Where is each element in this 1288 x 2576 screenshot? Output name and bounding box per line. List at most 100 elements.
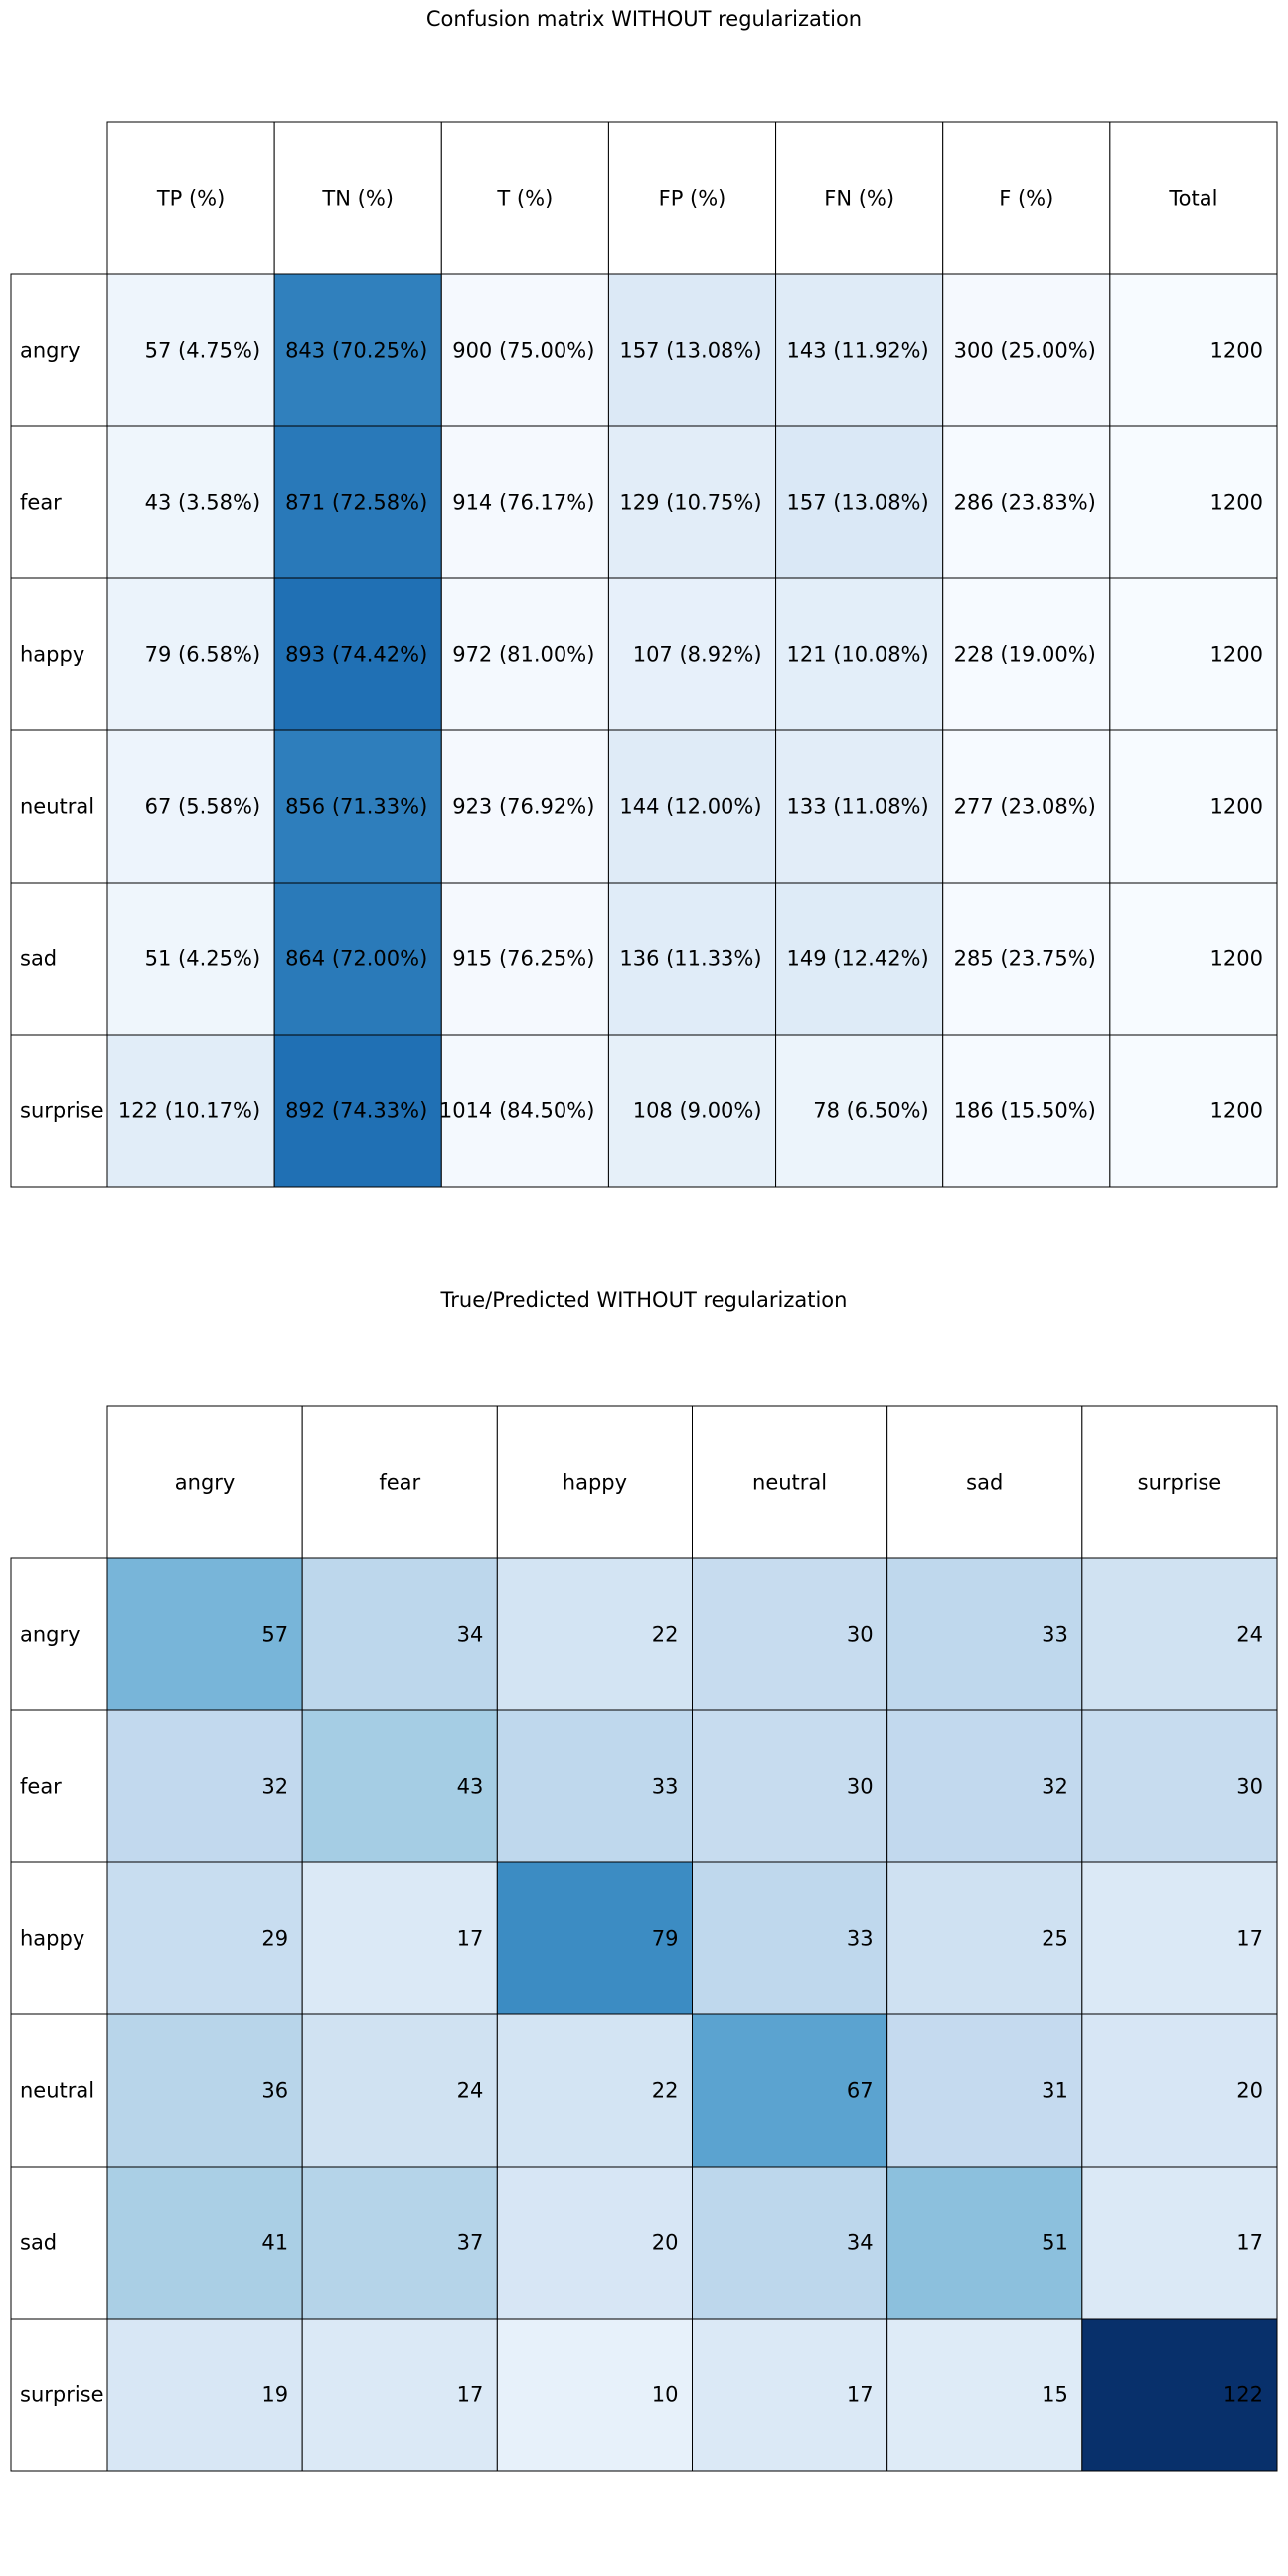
column-header-label: TN (%)	[321, 187, 394, 211]
data-cell	[775, 425, 944, 579]
cell-value: 286 (23.83%)	[954, 491, 1096, 515]
cell-value: 22	[652, 2079, 679, 2103]
chart-title: True/Predicted WITHOUT regularization	[440, 1288, 848, 1312]
cell-value: 1014 (84.50%)	[439, 1099, 595, 1123]
data-cell	[1081, 2013, 1278, 2168]
cell-value: 149 (12.42%)	[786, 947, 928, 971]
data-cell	[692, 2013, 888, 2168]
cell-value: 136 (11.33%)	[619, 947, 761, 971]
column-header-label: surprise	[1138, 1471, 1222, 1495]
data-cell	[106, 1034, 275, 1188]
cell-value: 79 (6.58%)	[145, 643, 261, 667]
data-cell	[1081, 1557, 1278, 1711]
row-header-label: happy	[20, 643, 84, 667]
row-header-label: surprise	[20, 2383, 104, 2407]
cell-value: 892 (74.33%)	[285, 1099, 427, 1123]
confusion-matrix-heatmap: True/Predicted WITHOUT regularization ang…	[10, 1288, 1278, 2472]
data-cell	[496, 2318, 694, 2472]
cell-value: 1200	[1210, 1099, 1263, 1123]
row-header-label: surprise	[20, 1099, 104, 1123]
row-header-label: neutral	[20, 795, 94, 819]
cell-value: 36	[261, 2079, 288, 2103]
cell-value: 1200	[1210, 643, 1263, 667]
data-cell	[1109, 577, 1278, 731]
data-cell	[607, 273, 777, 427]
data-cell	[886, 1557, 1083, 1711]
data-cell	[1081, 1709, 1278, 1863]
data-cell	[942, 729, 1111, 884]
data-cell	[1081, 2166, 1278, 2320]
cell-value: 108 (9.00%)	[633, 1099, 762, 1123]
row-header-label: neutral	[20, 2079, 94, 2103]
column-header-label: FP (%)	[659, 187, 726, 211]
data-cell	[301, 1709, 498, 1863]
data-cell	[775, 882, 944, 1036]
data-cell	[692, 1557, 888, 1711]
data-cell	[301, 1861, 498, 2015]
cell-value: 900 (75.00%)	[452, 339, 594, 363]
data-cell	[1081, 2318, 1278, 2472]
row-header-cell	[10, 2318, 108, 2472]
cell-value: 285 (23.75%)	[954, 947, 1096, 971]
cell-value: 22	[652, 1623, 679, 1647]
column-header-label: angry	[175, 1471, 236, 1495]
data-cell	[692, 1709, 888, 1863]
column-header-label: neutral	[752, 1471, 827, 1495]
cell-value: 972 (81.00%)	[452, 643, 594, 667]
column-header-cell	[301, 1405, 498, 1559]
data-cell	[273, 729, 442, 884]
cell-value: 856 (71.33%)	[285, 795, 427, 819]
data-cell	[1109, 425, 1278, 579]
cell-value: 30	[847, 1623, 874, 1647]
data-cell	[942, 425, 1111, 579]
cell-value: 57	[261, 1623, 288, 1647]
data-cell	[301, 2166, 498, 2320]
column-header-cell	[775, 121, 944, 275]
cell-value: 1200	[1210, 795, 1263, 819]
cell-value: 17	[457, 2383, 484, 2407]
data-cell	[1109, 729, 1278, 884]
data-cell	[106, 2166, 303, 2320]
row-header-cell	[10, 1034, 108, 1188]
data-cell	[1081, 1861, 1278, 2015]
cell-value: 17	[1236, 2231, 1263, 2255]
data-cell	[607, 882, 777, 1036]
data-cell	[273, 273, 442, 427]
data-cell	[440, 729, 609, 884]
cell-value: 78 (6.50%)	[813, 1099, 929, 1123]
data-cell	[1109, 882, 1278, 1036]
cell-value: 43 (3.58%)	[145, 491, 261, 515]
data-cell	[942, 1034, 1111, 1188]
cell-value: 33	[652, 1775, 679, 1799]
cell-value: 24	[1236, 1623, 1263, 1647]
cell-value: 228 (19.00%)	[954, 643, 1096, 667]
cell-value: 43	[457, 1775, 484, 1799]
cell-value: 157 (13.08%)	[619, 339, 761, 363]
row-header-cell	[10, 2013, 108, 2168]
row-header-cell	[10, 273, 108, 427]
row-header-label: angry	[20, 1623, 80, 1647]
data-cell	[273, 882, 442, 1036]
cell-value: 121 (10.08%)	[786, 643, 928, 667]
data-cell	[942, 882, 1111, 1036]
cell-value: 24	[457, 2079, 484, 2103]
cell-value: 51	[1042, 2231, 1068, 2255]
column-header-cell	[1109, 121, 1278, 275]
cell-value: 67 (5.58%)	[145, 795, 261, 819]
data-cell	[942, 273, 1111, 427]
data-cell	[273, 577, 442, 731]
row-header-cell	[10, 425, 108, 579]
data-cell	[106, 577, 275, 731]
cell-value: 864 (72.00%)	[285, 947, 427, 971]
row-header-label: angry	[20, 339, 80, 363]
cell-value: 914 (76.17%)	[452, 491, 594, 515]
data-cell	[106, 1861, 303, 2015]
cell-value: 133 (11.08%)	[786, 795, 928, 819]
row-header-cell	[10, 882, 108, 1036]
row-header-label: fear	[20, 1775, 62, 1799]
cell-value: 57 (4.75%)	[145, 339, 261, 363]
cell-value: 51 (4.25%)	[145, 947, 261, 971]
data-cell	[496, 1709, 694, 1863]
data-cell	[886, 1709, 1083, 1863]
